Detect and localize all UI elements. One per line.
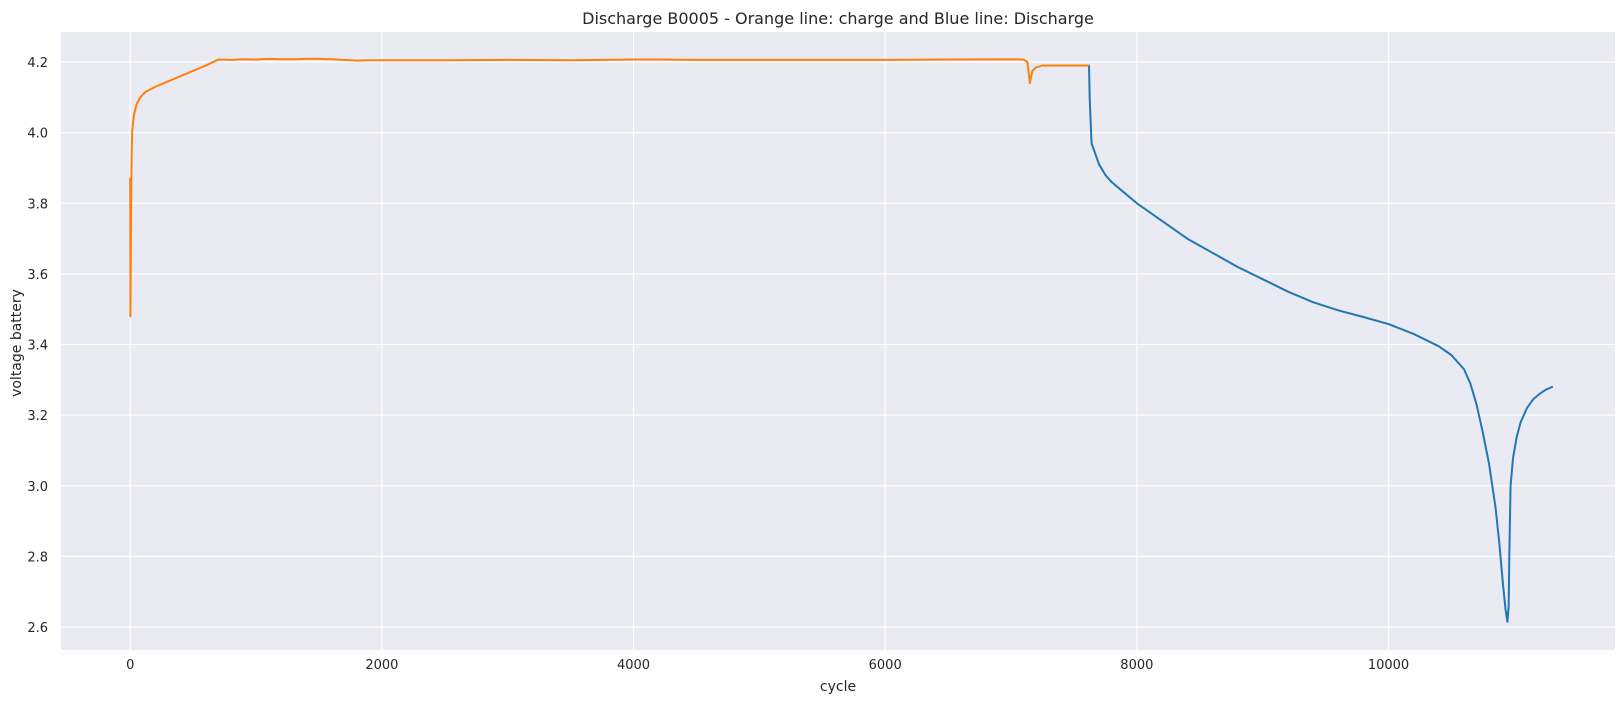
series-line-1	[1087, 64, 1554, 623]
y-axis-label: voltage battery	[9, 289, 25, 397]
x-tick-label: 8000	[1120, 658, 1153, 673]
ticks: 0 2000 4000 6000 8000 10000 2.6 2.8 3.0 3.2 3.4 3.6…	[27, 56, 1409, 673]
y-tick-label: 4.2	[27, 56, 48, 71]
x-tick-label: 10000	[1368, 658, 1409, 673]
x-tick-label: 2000	[365, 658, 398, 673]
plot-area	[61, 32, 1615, 650]
y-tick-label: 2.8	[27, 550, 48, 565]
grid	[61, 32, 1615, 650]
y-tick-label: 4.0	[27, 127, 48, 142]
y-tick-label: 3.8	[27, 197, 48, 212]
y-tick-label: 3.2	[27, 409, 48, 424]
x-tick-label: 6000	[869, 658, 902, 673]
y-tick-label: 3.0	[27, 480, 48, 495]
y-tick-label: 3.6	[27, 268, 48, 283]
x-tick-label: 4000	[617, 658, 650, 673]
series-line-2	[129, 57, 1090, 318]
y-tick-label: 3.4	[27, 339, 48, 354]
x-axis-label: cycle	[820, 679, 856, 695]
y-tick-label: 2.6	[27, 621, 48, 636]
series-layer	[129, 57, 1554, 623]
x-tick-label: 0	[126, 658, 134, 673]
chart-title: Discharge B0005 - Orange line: charge an…	[582, 9, 1094, 28]
